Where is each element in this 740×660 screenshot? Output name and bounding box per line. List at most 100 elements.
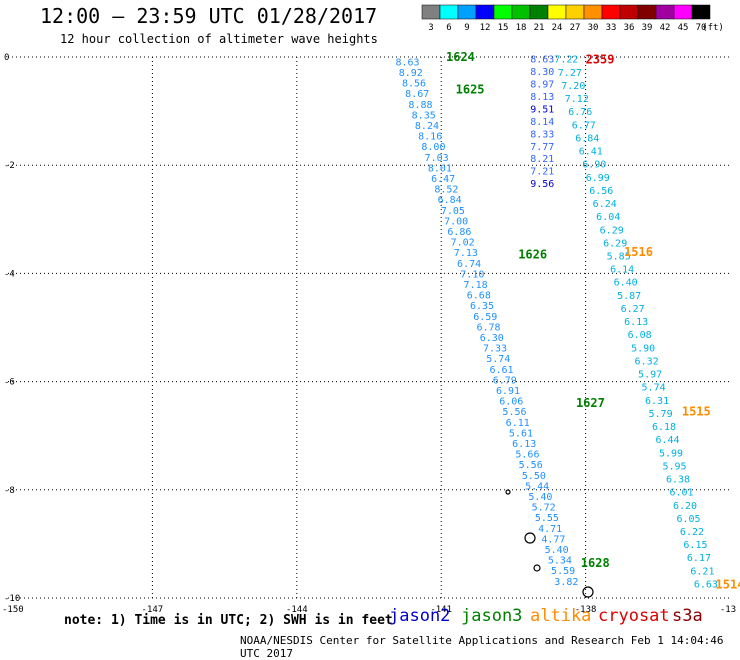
swh-value-label: 8.92 [399,68,423,79]
time-label: 1515 [682,404,711,418]
y-tick-label: -4 [4,269,15,279]
swh-value-label: 6.04 [596,212,620,223]
swh-value-label: 6.13 [512,439,536,450]
swh-value-label: 8.00 [421,142,445,153]
swh-value-label: 5.50 [522,471,546,482]
swh-value-label: 6.61 [489,365,513,376]
swh-value-label: 7.27 [558,68,582,79]
swh-value-label: 5.90 [631,343,655,354]
time-label: 1516 [624,245,653,259]
swh-value-label: 5.44 [525,481,549,492]
legend-label: 27 [570,23,581,33]
swh-value-label: 6.22 [680,527,704,538]
swh-value-label: 5.55 [535,513,559,524]
swh-value-label: 4.77 [541,534,565,545]
swh-value-label: 6.01 [669,488,693,499]
swh-value-label: 5.34 [548,556,572,567]
swh-value-label: 7.77 [530,142,554,153]
swh-value-label: 8.01 [428,163,452,174]
swh-value-label: 6.13 [624,317,648,328]
swh-value-label: 5.56 [502,407,526,418]
swh-value-label: 6.41 [579,147,603,158]
time-label: 1624 [446,50,475,64]
page-title: 12:00 — 23:59 UTC 01/28/2017 [40,4,378,28]
swh-value-label: 6.40 [614,278,638,289]
swh-value-label: 4.71 [538,524,562,535]
swh-value-label: 6.56 [589,186,613,197]
time-label: 1626 [518,247,547,261]
swh-value-label: 6.20 [673,501,697,512]
swh-value-label: 6.35 [470,301,494,312]
legend-label: 36 [624,23,635,33]
credit-line: NOAA/NESDIS Center for Satellite Applica… [240,634,724,660]
legend-label: 33 [606,23,617,33]
color-scale-legend: 3 6 9 12 15 18 21 24 27 30 33 36 39 42 45 70(ft) [421,4,724,33]
swh-value-label: 7.22 [554,55,578,66]
swh-value-label: 5.97 [638,370,662,381]
swh-value-label: 6.15 [683,540,707,551]
swh-value-label: 6.27 [621,304,645,315]
swh-value-label: 7.12 [565,94,589,105]
y-tick-label: -6 [4,378,15,388]
swh-value-label: 8.63 [395,57,419,68]
legend-label: 42 [660,23,671,33]
swh-value-label: 6.86 [447,227,471,238]
swh-value-label: 6.59 [473,312,497,323]
island-outline [505,489,511,495]
legend-label: (ft) [702,23,724,33]
swh-value-label: 6.68 [467,291,491,302]
swh-value-label: 5.59 [551,566,575,577]
swh-value-label: 7.21 [530,167,554,178]
swh-value-label: 5.85 [607,251,631,262]
satellite-label-jason3: jason3 [461,606,523,626]
y-tick-label: -8 [4,486,15,496]
swh-value-label: 6.06 [499,397,523,408]
swh-value-label: 6.05 [676,514,700,525]
legend-swatch [691,4,711,20]
swh-value-label: 6.29 [603,238,627,249]
swh-value-label: 5.72 [532,503,556,514]
swh-value-label: 8.52 [434,185,458,196]
legend-label: 9 [464,23,469,33]
y-tick-label: 0 [4,53,9,63]
swh-value-label: 7.00 [444,216,468,227]
swh-value-label: 6.11 [506,418,530,429]
swh-value-label: 8.97 [530,80,554,91]
swh-value-label: 5.74 [642,383,666,394]
legend-label: 12 [480,23,491,33]
x-tick-label: -147 [142,605,164,615]
swh-value-label: 6.78 [477,322,501,333]
swh-value-label: 3.82 [554,577,578,588]
swh-value-label: 7.13 [454,248,478,259]
swh-value-label: 7.03 [425,153,449,164]
x-tick-label: -138 [575,605,597,615]
swh-value-label: 6.18 [652,422,676,433]
y-tick-label: -10 [4,594,20,604]
swh-value-label: 6.99 [586,173,610,184]
swh-value-label: 8.56 [402,79,426,90]
swh-value-label: 8.16 [418,132,442,143]
swh-value-label: 7.05 [441,206,465,217]
y-tick-label: -2 [4,161,15,171]
swh-value-label: 6.77 [572,120,596,131]
swh-value-label: 8.88 [408,100,432,111]
satellite-label-s3a: s3a [672,606,703,626]
swh-value-label: 9.56 [530,179,554,190]
island-outline [533,564,541,572]
swh-value-label: 6.14 [610,265,634,276]
x-tick-label: -150 [2,605,24,615]
swh-value-label: 6.90 [582,160,606,171]
swh-value-label: 6.91 [496,386,520,397]
x-tick-label: -144 [286,605,308,615]
swh-value-label: 5.56 [519,460,543,471]
time-label: 1628 [581,556,610,570]
swh-value-label: 8.63 [530,55,554,66]
swh-value-label: 6.21 [690,566,714,577]
page-subtitle: 12 hour collection of altimeter wave hei… [60,32,378,46]
swh-value-label: 6.84 [438,195,462,206]
island-outline [524,532,536,544]
swh-value-label: 6.32 [635,356,659,367]
legend-label: 15 [498,23,509,33]
swh-value-label: 6.44 [656,435,680,446]
